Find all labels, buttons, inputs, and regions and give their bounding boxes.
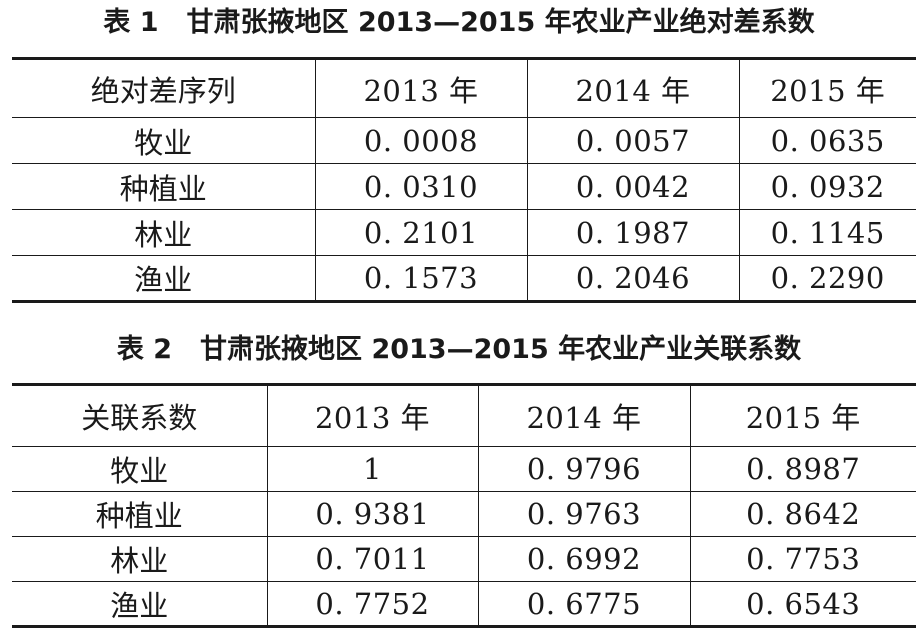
table1-header-cell: 2013 年 (314, 58, 527, 118)
table-cell: 0. 7011 (266, 536, 478, 582)
row-label: 渔业 (110, 588, 169, 623)
table-cell: 0. 7752 (266, 581, 478, 627)
table-row: 牧业 0. 0008 0. 0057 0. 0635 (12, 117, 916, 164)
table-cell: 0. 7753 (689, 536, 916, 582)
table1-header-cell: 2015 年 (738, 58, 916, 118)
table-cell: 0. 9763 (477, 491, 690, 537)
table-row: 牧业 1 0. 9796 0. 8987 (12, 446, 916, 492)
row-label: 种植业 (95, 499, 183, 533)
table2-header-row: 关联系数 2013 年 2014 年 2015 年 (12, 384, 916, 447)
table1-title: 甘肃张掖地区 2013—2015 年农业产业绝对差系数 (186, 7, 815, 38)
table-cell: 0. 8642 (689, 491, 916, 537)
table-cell: 0. 1573 (314, 255, 527, 302)
table-cell: 0. 6992 (477, 536, 690, 582)
table2-header-cell: 2015 年 (689, 384, 916, 447)
table-cell: 0. 9796 (477, 446, 690, 492)
table-cell: 0. 1145 (738, 209, 916, 256)
table1-header-row: 绝对差序列 2013 年 2014 年 2015 年 (12, 58, 916, 118)
row-label: 牧业 (134, 125, 193, 160)
table1-header-cell: 2014 年 (526, 58, 739, 118)
table-cell: 0. 0042 (526, 163, 739, 210)
row-label: 林业 (110, 544, 169, 578)
table-row: 渔业 0. 7752 0. 6775 0. 6543 (12, 581, 916, 627)
table2-header-cell: 关联系数 (81, 401, 198, 435)
row-label: 牧业 (110, 454, 169, 488)
row-label: 渔业 (134, 263, 193, 297)
table-cell: 0. 0008 (314, 117, 527, 164)
table-row: 种植业 0. 0310 0. 0042 0. 0932 (12, 163, 916, 210)
row-label: 林业 (134, 217, 193, 252)
row-label: 种植业 (119, 171, 207, 206)
table-cell: 0. 1987 (526, 209, 739, 256)
table-row: 渔业 0. 1573 0. 2046 0. 2290 (12, 255, 916, 302)
table-cell: 0. 2046 (526, 255, 739, 302)
table-cell: 0. 0932 (738, 163, 916, 210)
table-cell: 0. 2101 (314, 209, 527, 256)
table2: 关联系数 2013 年 2014 年 2015 年 牧业 1 0. 9796 0… (12, 383, 916, 628)
table1-header-cell: 绝对差序列 (90, 73, 236, 108)
table-cell: 0. 0635 (738, 117, 916, 164)
table-cell: 0. 2290 (738, 255, 916, 302)
table1: 绝对差序列 2013 年 2014 年 2015 年 牧业 0. 0008 0.… (12, 57, 916, 303)
table-cell: 0. 9381 (266, 491, 478, 537)
table2-header-cell: 2014 年 (477, 384, 690, 447)
table-cell: 0. 8987 (689, 446, 916, 492)
table-cell: 0. 6775 (477, 581, 690, 627)
table2-caption: 表 2 甘肃张掖地区 2013—2015 年农业产业关联系数 (0, 333, 918, 367)
table-row: 林业 0. 7011 0. 6992 0. 7753 (12, 536, 916, 582)
table-cell: 0. 0310 (314, 163, 527, 210)
table-cell: 1 (266, 446, 478, 492)
table2-title: 甘肃张掖地区 2013—2015 年农业产业关联系数 (200, 334, 802, 365)
table-row: 林业 0. 2101 0. 1987 0. 1145 (12, 209, 916, 256)
table1-caption: 表 1 甘肃张掖地区 2013—2015 年农业产业绝对差系数 (0, 6, 918, 40)
table2-number: 表 2 (116, 334, 173, 365)
table-cell: 0. 6543 (689, 581, 916, 627)
table-cell: 0. 0057 (526, 117, 739, 164)
table2-header-cell: 2013 年 (266, 384, 478, 447)
table-row: 种植业 0. 9381 0. 9763 0. 8642 (12, 491, 916, 537)
table1-number: 表 1 (103, 7, 159, 38)
